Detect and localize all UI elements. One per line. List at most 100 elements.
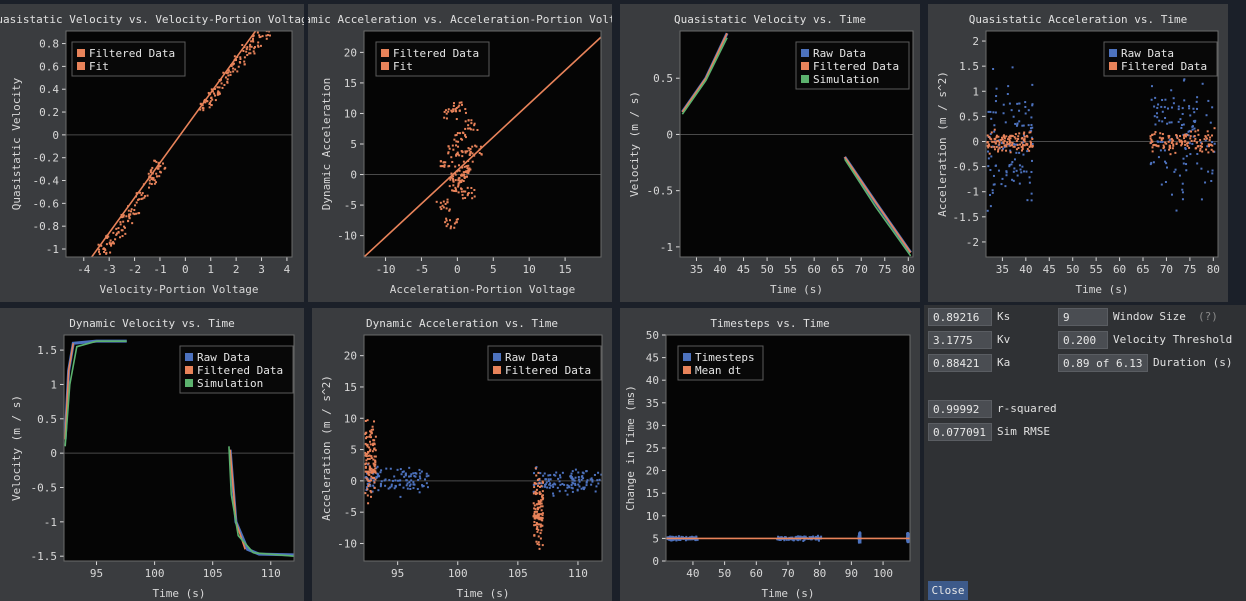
series-filtered-data-point [109,251,112,254]
series-raw-data-point [549,478,552,481]
series-filtered-data-point [1014,137,1017,140]
series-filtered-data-point [439,165,442,168]
plot-frame [363,30,602,258]
series-filtered-data-point [368,457,371,460]
series-filtered-data-point [207,91,210,94]
series-raw-data-point [1023,170,1026,173]
series-filtered-data-point [470,122,473,125]
window-size-input[interactable]: 9 [1058,308,1108,326]
series-raw-data-point [989,132,992,135]
series-filtered-data-point [463,173,466,176]
series-filtered-data-point [246,46,249,49]
duration-slider[interactable]: 0.89 of 6.13 [1058,354,1148,372]
series-filtered-data-point [232,63,235,66]
velocity-threshold-input[interactable]: 0.200 [1058,331,1108,349]
y-tick-label: -5 [344,199,357,212]
r-squared-field[interactable]: 0.99992 [928,400,992,418]
series-filtered-data-point [374,449,377,452]
series-timesteps-point [908,539,910,542]
series-raw-data-point [1181,188,1184,191]
series-filtered-data-point [1018,132,1021,135]
series-filtered-data-point [1155,144,1158,147]
series-filtered-data-point [452,189,455,192]
series-filtered-data-point [445,225,448,228]
series-raw-data-point [990,117,993,120]
series-filtered-data-point [1028,131,1031,134]
series-filtered-data-point [366,419,369,422]
series-raw-data-point [1150,85,1153,88]
series-raw-data-point [1185,163,1188,166]
sim-rmse-field[interactable]: 0.077091 [928,423,992,441]
y-tick-label: 0.5 [653,72,673,85]
series-filtered-data-point [986,134,989,137]
series-filtered-data-point [368,449,371,452]
legend-label: Filtered Data [813,60,899,73]
series-filtered-data-point [1188,146,1191,149]
series-raw-data-point [1163,149,1166,152]
series-filtered-data-point [457,145,460,148]
kv-field[interactable]: 3.1775 [928,331,992,349]
series-filtered-data-point [373,486,376,489]
series-filtered-data-point [452,104,455,107]
series-filtered-data-point [259,35,262,38]
series-filtered-data-point [1160,139,1163,142]
chart-panel-dynamic-acceleration-vs-time: Dynamic Acceleration vs. Time 95 100 105 110… [312,308,612,601]
series-raw-data-point [1009,149,1012,152]
y-tick-label: 5 [350,444,357,457]
series-timesteps-point [779,538,782,541]
series-filtered-data-point [153,182,156,185]
legend-box [179,345,294,394]
ks-field[interactable]: 0.89216 [928,308,992,326]
legend-label: Timesteps [695,351,755,364]
series-filtered-data-point [1029,141,1032,144]
series-filtered-data-point [371,476,374,479]
series-raw-data-point [1205,114,1208,117]
series-raw-data-point [1018,120,1021,123]
series-filtered-data-point [533,481,536,484]
series-raw-data-point [1161,110,1164,113]
series-raw-data-point [574,476,577,479]
series-filtered-data-point [253,52,256,55]
series-filtered-data-point [217,92,220,95]
series-filtered-data-point [534,508,537,511]
y-tick-label: 25 [646,442,659,455]
series-filtered-data-point [112,242,115,245]
x-tick-label: -1 [153,263,166,276]
y-tick-label: -0.5 [647,185,674,198]
series-raw-data-point [1018,164,1021,167]
series-filtered-data-point [993,140,996,143]
series-raw-data-point [389,467,392,470]
series-filtered-data-point [995,136,998,139]
series-filtered-data-point [534,523,537,526]
series-filtered-data-point [1194,137,1197,140]
ka-field[interactable]: 0.88421 [928,354,992,372]
series-filtered-data-point [1022,138,1025,141]
series-filtered-data-point [373,443,376,446]
window-size-help[interactable]: (?) [1198,310,1218,323]
series-filtered-data-point [446,201,449,204]
series-filtered-data-point [454,188,457,191]
close-button[interactable]: Close [928,581,968,600]
x-tick-label: 45 [737,263,750,276]
series-raw-data-point [1187,130,1190,133]
series-raw-data-point [414,475,417,478]
series-raw-data-point [574,483,577,486]
y-tick-label: 50 [646,329,659,342]
series-filtered-data-point [467,164,470,167]
y-tick-label: 20 [344,46,357,59]
series-filtered-data-point [451,110,454,113]
series-filtered-data-point [1199,149,1202,152]
legend-swatch [77,62,85,70]
series-filtered-data-point [365,431,368,434]
series-filtered-data-point [536,525,539,528]
series-filtered-data-point [1031,145,1034,148]
series-filtered-data-point [466,194,469,197]
series-filtered-data-point [1204,135,1207,138]
series-timesteps-point [816,534,819,537]
legend-label: Simulation [197,377,263,390]
chart-title: Quasistatic Velocity vs. Velocity-Portio… [0,13,304,26]
series-filtered-data-point [536,479,539,482]
series-filtered-data-point [990,131,993,134]
